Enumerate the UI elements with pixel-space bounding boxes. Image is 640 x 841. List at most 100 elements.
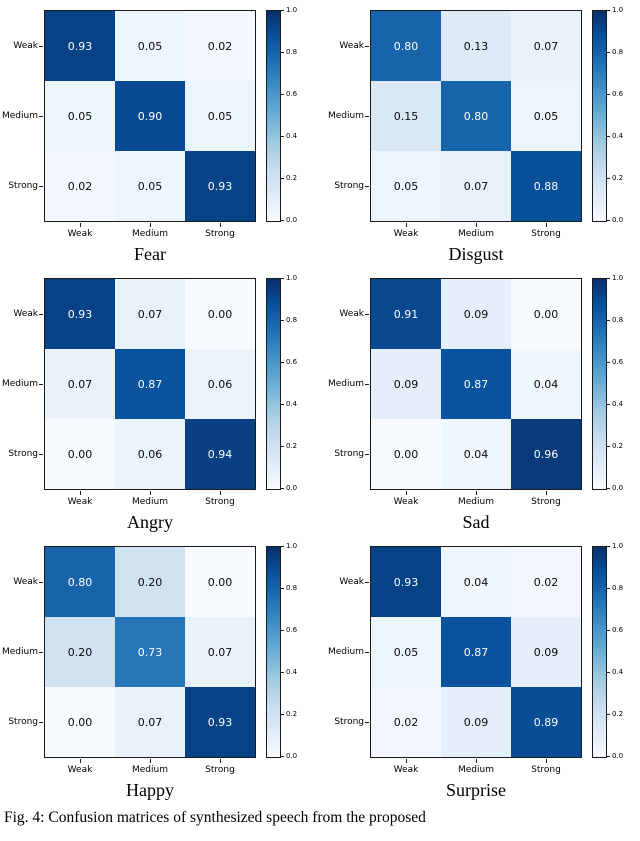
colorbar-tick-mark [607,278,610,279]
colorbar-wrap: 1.0 0.8 0.6 0.4 0.2 0.0 [266,274,306,492]
colorbar-tick-mark [607,546,610,547]
matrix-cell: 0.96 [511,419,581,489]
colorbar-tick-label: 0.6 [612,626,624,634]
matrix-cell: 0.87 [115,349,185,419]
confusion-matrix-figure: Weak Medium Strong 0.93 0.05 0.02 0.05 0.90 0.0… [2,6,304,265]
colorbar-tick-label: 0.8 [612,316,624,324]
matrix-cell: 0.02 [511,547,581,617]
x-tick-label: Medium [132,765,168,775]
y-tick-label: Weak [339,41,364,51]
x-axis-tick-labels: Weak Medium Strong [371,497,581,507]
colorbar-tick-label: 1.0 [612,542,624,550]
y-axis-tick-mark [365,721,369,723]
x-tick-label: Weak [67,765,93,775]
x-tick-label: Strong [531,229,561,239]
colorbar-tick-mark [607,756,610,757]
x-axis-tick-mark [219,491,221,495]
colorbar-tick-mark [281,488,284,489]
matrix-cell: 0.15 [371,81,441,151]
matrix-cell: 0.93 [371,547,441,617]
colorbar-tick-mark [281,630,284,631]
matrix-cell: 0.05 [115,151,185,221]
matrix-cell: 0.05 [115,11,185,81]
colorbar-tick-mark [607,10,610,11]
colorbar-tick-mark [281,756,284,757]
matrix-cell: 0.05 [371,617,441,687]
y-axis-tick-mark [39,45,43,47]
matrix-cell: 0.00 [511,279,581,349]
colorbar-tick-mark [281,278,284,279]
colorbar-tick-label: 0.2 [286,710,298,718]
matrix-cell: 0.04 [441,419,511,489]
y-axis-tick-mark [365,453,369,455]
colorbar-tick-label: 0.8 [286,584,298,592]
y-tick-label: Weak [339,309,364,319]
matrix-cell: 0.09 [441,687,511,757]
y-tick-label: Medium [2,647,38,657]
y-axis-tick-mark [39,581,43,583]
x-axis-tick-labels: Weak Medium Strong [45,497,255,507]
colorbar-tick-label: 1.0 [286,274,298,282]
confusion-matrix-figure: Weak Medium Strong 0.93 0.04 0.02 0.05 0.87 0.0… [328,542,630,801]
matrix-cell: 0.07 [185,617,255,687]
colorbar [592,278,607,490]
colorbar-tick-mark [607,94,610,95]
x-tick-label: Strong [205,229,235,239]
x-tick-label: Medium [458,229,494,239]
colorbar-tick-label: 0.4 [286,132,298,140]
x-tick-label: Medium [458,765,494,775]
x-axis-tick-mark [475,759,477,763]
x-axis-tick-mark [475,223,477,227]
x-tick-label: Weak [67,497,93,507]
colorbar-tick-label: 0.0 [612,752,624,760]
colorbar [592,10,607,222]
y-tick-label: Strong [8,449,38,459]
x-axis-tick-labels: Weak Medium Strong [371,229,581,239]
matrix-cell: 0.93 [185,687,255,757]
y-axis-tick-mark [39,383,43,385]
x-axis-tick-mark [79,491,81,495]
colorbar-tick-label: 0.4 [286,668,298,676]
x-axis-tick-mark [405,491,407,495]
confusion-matrix-figure: Weak Medium Strong 0.80 0.13 0.07 0.15 0.80 0.0… [328,6,630,265]
plot-row: Weak Medium Strong 0.93 0.05 0.02 0.05 0.90 0.0… [2,6,304,227]
heatmap-plot: 0.80 0.20 0.00 0.20 0.73 0.07 0.00 0.07 0.93 [39,546,256,763]
colorbar-tick-label: 0.4 [612,132,624,140]
y-axis-tick-mark [39,651,43,653]
colorbar-tick-label: 0.2 [612,710,624,718]
matrix-cell: 0.06 [185,349,255,419]
matrix-cell: 0.20 [115,547,185,617]
colorbar-tick-mark [281,220,284,221]
colorbar-tick-label: 0.8 [612,584,624,592]
colorbar-tick-label: 0.0 [612,216,624,224]
y-axis-tick-mark [39,185,43,187]
x-tick-label: Medium [132,229,168,239]
matrix-cell: 0.94 [185,419,255,489]
y-axis-tick-mark [39,313,43,315]
colorbar-tick-mark [607,588,610,589]
colorbar-tick-label: 0.0 [286,752,298,760]
colorbar-tick-mark [607,446,610,447]
x-axis-tick-mark [545,759,547,763]
matrix-cell: 0.87 [441,349,511,419]
x-tick-label: Strong [531,765,561,775]
matrix-cell: 0.00 [371,419,441,489]
colorbar-wrap: 1.0 0.8 0.6 0.4 0.2 0.0 [592,274,632,492]
y-axis-tick-labels: Weak Medium Strong [328,278,370,489]
figure-title: Happy [126,780,174,800]
matrix-cell: 0.09 [441,279,511,349]
matrix-cell: 0.07 [441,151,511,221]
colorbar-tick-mark [281,362,284,363]
x-axis-tick-mark [475,491,477,495]
colorbar-tick-label: 0.8 [286,316,298,324]
x-axis-tick-mark [405,759,407,763]
confusion-matrix-figure: Weak Medium Strong 0.80 0.20 0.00 0.20 0.73 0.0… [2,542,304,801]
colorbar-tick-mark [607,488,610,489]
matrix-cell: 0.00 [45,687,115,757]
colorbar [592,546,607,758]
y-tick-label: Medium [328,379,364,389]
colorbar-tick-mark [607,362,610,363]
y-axis-tick-mark [365,115,369,117]
colorbar [266,278,281,490]
x-tick-label: Weak [393,765,419,775]
